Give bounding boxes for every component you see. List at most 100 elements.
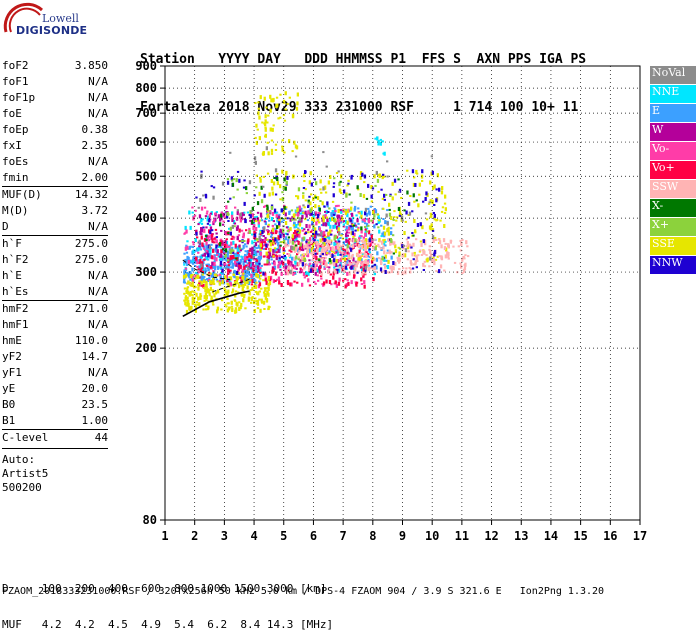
echo-point — [338, 266, 342, 269]
echo-point — [346, 247, 349, 252]
echo-point — [307, 241, 311, 244]
param-row: yF2 14.7 — [2, 349, 108, 365]
echo-point — [286, 229, 289, 232]
echo-point — [302, 187, 306, 189]
legend-item-x-: X+ — [650, 218, 696, 236]
echo-point — [296, 195, 300, 200]
echo-point — [263, 205, 266, 208]
echo-point — [299, 259, 302, 264]
echo-point — [321, 283, 324, 286]
echo-point — [218, 255, 222, 258]
echo-point — [270, 233, 273, 236]
echo-point — [296, 212, 300, 217]
echo-point — [364, 222, 367, 225]
echo-point — [297, 232, 300, 234]
echo-point — [427, 202, 431, 205]
echo-point — [274, 223, 277, 226]
echo-point — [308, 180, 311, 185]
echo-point — [373, 258, 376, 261]
echo-point — [263, 193, 266, 198]
echo-point — [409, 268, 412, 271]
echo-point — [266, 238, 269, 241]
echo-point — [378, 173, 381, 178]
echo-point — [212, 273, 215, 278]
echo-point — [191, 281, 194, 286]
param-value: 271.0 — [74, 302, 108, 315]
echo-point — [282, 210, 285, 214]
echo-point — [300, 212, 303, 215]
echo-point — [223, 216, 226, 219]
echo-point — [293, 265, 297, 270]
echo-point — [256, 303, 260, 306]
echo-point — [314, 196, 317, 199]
echo-point — [266, 290, 269, 293]
echo-point — [227, 264, 230, 267]
echo-point — [230, 176, 233, 181]
echo-point — [365, 227, 369, 230]
echo-point — [222, 249, 226, 254]
echo-point — [219, 261, 223, 265]
echo-point — [407, 214, 410, 216]
echo-point — [258, 256, 261, 261]
echo-point — [278, 280, 281, 285]
echo-point — [447, 243, 450, 248]
echo-point — [336, 268, 339, 271]
echo-point — [295, 106, 299, 111]
echo-point — [197, 286, 200, 291]
echo-point — [235, 301, 238, 306]
echo-point — [360, 210, 363, 215]
echo-point — [213, 293, 216, 298]
echo-point — [386, 160, 389, 163]
echo-point — [296, 253, 299, 256]
echo-point — [321, 217, 324, 222]
echo-point — [365, 254, 368, 259]
x-tick-label: 13 — [514, 529, 528, 543]
echo-point — [307, 278, 310, 283]
echo-point — [265, 263, 268, 266]
echo-point — [296, 101, 299, 106]
echo-point — [328, 231, 331, 236]
echo-point — [321, 261, 325, 265]
echo-point — [270, 179, 273, 183]
echo-point — [200, 218, 203, 223]
echo-point — [397, 178, 400, 181]
echo-point — [243, 276, 247, 281]
echo-point — [235, 275, 238, 278]
echo-point — [330, 229, 333, 232]
echo-point — [462, 255, 465, 258]
param-row: MUF(D) 14.32 — [2, 186, 108, 203]
echo-point — [355, 282, 358, 287]
echo-point — [269, 94, 272, 99]
echo-point — [367, 264, 370, 267]
echo-point — [224, 243, 227, 248]
echo-point — [254, 242, 258, 247]
echo-point — [251, 246, 254, 251]
param-name: h`E — [2, 269, 22, 282]
echo-point — [294, 260, 297, 265]
echo-point — [187, 280, 190, 285]
echo-point — [390, 251, 393, 254]
echo-point — [209, 254, 212, 259]
echo-point — [338, 264, 342, 267]
echo-point — [429, 199, 432, 204]
echo-point — [367, 267, 371, 272]
echo-point — [267, 308, 270, 311]
echo-point — [287, 242, 290, 245]
echo-point — [313, 178, 316, 181]
echo-point — [267, 210, 270, 213]
echo-point — [339, 180, 342, 183]
echo-point — [443, 212, 447, 214]
echo-point — [241, 212, 244, 217]
echo-point — [359, 257, 362, 259]
echo-point — [383, 193, 386, 198]
echo-point — [274, 168, 278, 173]
echo-point — [189, 275, 192, 278]
echo-point — [309, 264, 313, 269]
param-name: yF2 — [2, 350, 22, 363]
echo-point — [362, 194, 366, 199]
param-row: C-level 44 — [2, 429, 108, 446]
echo-point — [203, 279, 206, 284]
echo-point — [224, 263, 227, 266]
echo-point — [309, 171, 312, 176]
echo-point — [227, 265, 230, 270]
